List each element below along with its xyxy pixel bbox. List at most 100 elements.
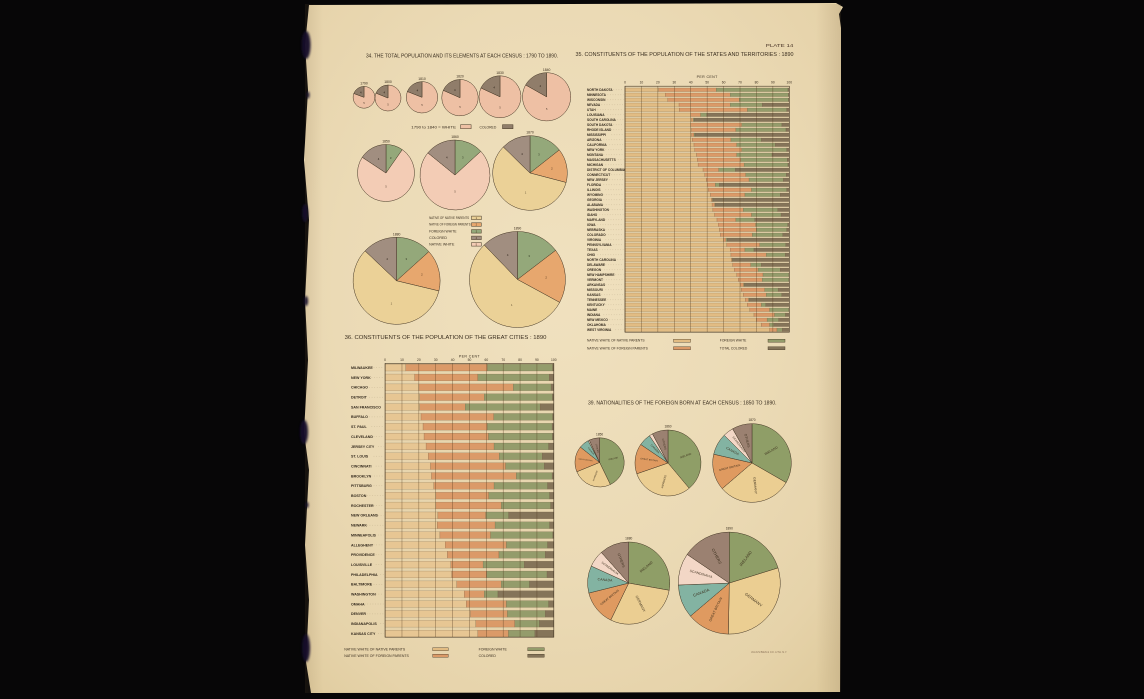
svg-text:CANADA: CANADA	[692, 587, 710, 598]
svg-text:NATIVE WHITE OF NATIVE PARENTS: NATIVE WHITE OF NATIVE PARENTS	[344, 647, 406, 651]
svg-text:70: 70	[738, 80, 742, 84]
svg-text:1: 1	[391, 302, 393, 306]
svg-text:0: 0	[624, 80, 626, 84]
svg-text:4: 4	[521, 152, 523, 156]
svg-text:PLATE 14: PLATE 14	[766, 43, 794, 49]
svg-text:GERMANY: GERMANY	[660, 475, 668, 490]
svg-text:90: 90	[771, 80, 775, 84]
svg-text:WEST VIRGINIA: WEST VIRGINIA	[587, 328, 612, 332]
svg-text:MASSACHUSETTS: MASSACHUSETTS	[587, 158, 616, 162]
svg-text:MILWAUKEE: MILWAUKEE	[351, 366, 373, 370]
svg-text:SCANDINAVIA: SCANDINAVIA	[689, 569, 713, 580]
svg-text:MINNEAPOLIS: MINNEAPOLIS	[351, 533, 377, 537]
svg-text:NEVADA: NEVADA	[587, 103, 601, 107]
svg-text:CLEVELAND: CLEVELAND	[351, 435, 373, 439]
svg-text:1810: 1810	[418, 77, 426, 81]
svg-text:IRELAND: IRELAND	[764, 445, 779, 456]
svg-text:NATIVE WHITE OF FOREIGN PARENT: NATIVE WHITE OF FOREIGN PARENTS	[587, 346, 649, 350]
svg-text:0: 0	[384, 358, 386, 362]
svg-text:OTHERS: OTHERS	[743, 433, 750, 448]
svg-text:INDIANA: INDIANA	[587, 313, 601, 317]
svg-text:4: 4	[540, 84, 542, 88]
svg-text:5: 5	[476, 242, 478, 246]
svg-text:JERSEY CITY: JERSEY CITY	[351, 445, 375, 449]
svg-text:NATIVE OF NATIVE PARENTS: NATIVE OF NATIVE PARENTS	[429, 216, 469, 220]
svg-text:ILLINOIS: ILLINOIS	[587, 188, 600, 192]
svg-text:CALIFORNIA: CALIFORNIA	[587, 143, 607, 147]
svg-text:DELAWARE: DELAWARE	[587, 263, 605, 267]
svg-text:DISTRICT OF COLUMBIA: DISTRICT OF COLUMBIA	[587, 168, 626, 172]
svg-text:NORTH DAKOTA: NORTH DAKOTA	[587, 88, 613, 92]
svg-text:1860: 1860	[451, 135, 459, 139]
svg-text:60: 60	[484, 358, 488, 362]
svg-text:4: 4	[383, 90, 385, 94]
svg-text:10: 10	[400, 358, 404, 362]
svg-text:LOUISIANA: LOUISIANA	[587, 113, 605, 117]
svg-text:40: 40	[689, 80, 693, 84]
svg-text:60: 60	[722, 80, 726, 84]
svg-text:GREAT BRITAIN: GREAT BRITAIN	[640, 457, 658, 462]
svg-text:GREAT BRITAIN: GREAT BRITAIN	[578, 457, 593, 462]
svg-text:NEW ORLEANS: NEW ORLEANS	[351, 514, 379, 518]
svg-text:KENTUCKY: KENTUCKY	[587, 303, 606, 307]
svg-text:NEW MEXICO: NEW MEXICO	[587, 318, 608, 322]
svg-text:DETROIT: DETROIT	[351, 396, 368, 400]
svg-text:4: 4	[378, 157, 380, 161]
svg-text:30: 30	[672, 80, 676, 84]
svg-text:1790 to 1840 = WHITE: 1790 to 1840 = WHITE	[411, 125, 457, 129]
svg-text:ARKANSAS: ARKANSAS	[587, 283, 605, 287]
svg-text:39. NATIONALITIES OF THE FOREI: 39. NATIONALITIES OF THE FOREIGN BORN AT…	[588, 400, 777, 406]
svg-text:1800: 1800	[384, 80, 392, 84]
svg-text:MAINE: MAINE	[587, 308, 597, 312]
svg-text:KANSAS: KANSAS	[587, 293, 600, 297]
svg-text:3: 3	[528, 254, 530, 258]
svg-text:OKLAHOMA: OKLAHOMA	[587, 323, 606, 327]
svg-text:NEW YORK: NEW YORK	[587, 148, 605, 152]
svg-text:ALLEGHENY: ALLEGHENY	[351, 543, 374, 547]
svg-text:5: 5	[454, 190, 456, 194]
svg-text:GREAT BRITAIN: GREAT BRITAIN	[719, 463, 741, 472]
svg-text:PITTSBURG: PITTSBURG	[351, 484, 372, 488]
svg-text:PENNSYLVANIA: PENNSYLVANIA	[587, 243, 612, 247]
svg-text:1850: 1850	[382, 140, 390, 144]
svg-text:BROOKLYN: BROOKLYN	[351, 474, 372, 478]
svg-text:WISCONSIN: WISCONSIN	[587, 98, 606, 102]
svg-text:50: 50	[468, 358, 472, 362]
svg-text:3: 3	[476, 229, 478, 233]
svg-text:WASHINGTON: WASHINGTON	[351, 593, 376, 597]
svg-text:MINNESOTA: MINNESOTA	[587, 93, 607, 97]
svg-text:1: 1	[511, 303, 513, 307]
svg-text:100: 100	[551, 358, 557, 362]
svg-text:10: 10	[640, 80, 644, 84]
svg-text:CONNECTICUT: CONNECTICUT	[587, 173, 610, 177]
svg-text:70: 70	[501, 358, 505, 362]
svg-text:SOUTH CAROLINA: SOUTH CAROLINA	[587, 118, 617, 122]
svg-text:1890: 1890	[514, 227, 522, 231]
svg-text:5: 5	[459, 105, 461, 109]
svg-text:COLORED: COLORED	[429, 236, 448, 240]
svg-text:1830: 1830	[496, 71, 504, 75]
svg-text:30: 30	[434, 358, 438, 362]
svg-text:WYOMING: WYOMING	[587, 193, 603, 197]
svg-text:PER CENT: PER CENT	[697, 75, 718, 79]
svg-text:PHILADELPHIA: PHILADELPHIA	[351, 573, 378, 577]
svg-text:4: 4	[446, 156, 448, 160]
svg-text:LOUISVILLE: LOUISVILLE	[351, 563, 373, 567]
svg-text:MISSISSIPPI: MISSISSIPPI	[587, 133, 606, 137]
svg-text:1: 1	[476, 216, 478, 220]
svg-text:34. THE TOTAL POPULATION AND I: 34. THE TOTAL POPULATION AND ITS ELEMENT…	[366, 54, 558, 60]
svg-text:4: 4	[454, 88, 456, 92]
svg-text:CINCINNATI: CINCINNATI	[351, 464, 372, 468]
svg-text:4: 4	[507, 253, 509, 257]
svg-text:ALABAMA: ALABAMA	[587, 203, 604, 207]
svg-text:5: 5	[499, 105, 501, 109]
svg-text:PROVIDENCE: PROVIDENCE	[351, 553, 375, 557]
svg-text:CANADA: CANADA	[650, 443, 661, 454]
svg-text:ST. LOUIS: ST. LOUIS	[351, 455, 369, 459]
svg-text:NATIVE WHITE OF NATIVE PARENTS: NATIVE WHITE OF NATIVE PARENTS	[587, 339, 645, 343]
svg-text:4: 4	[360, 91, 362, 95]
svg-text:FLORIDA: FLORIDA	[587, 183, 602, 187]
svg-text:FOREIGN WHITE: FOREIGN WHITE	[429, 230, 456, 234]
svg-text:2: 2	[421, 272, 423, 276]
svg-text:NORTH CAROLINA: NORTH CAROLINA	[587, 258, 617, 262]
